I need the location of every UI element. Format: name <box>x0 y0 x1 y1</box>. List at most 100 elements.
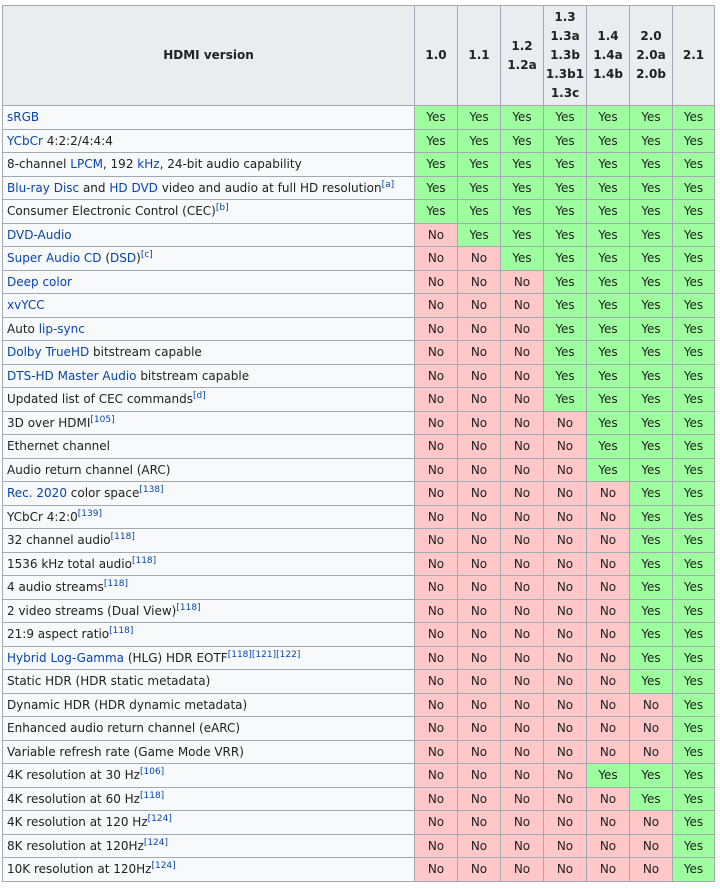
feature-link[interactable]: LPCM <box>70 157 103 172</box>
table-row: 32 channel audio[118] No No No No No Yes Yes <box>2 528 715 553</box>
status-yes-cell: Yes <box>672 340 715 365</box>
status-yes-cell: Yes <box>629 316 673 341</box>
feature-link[interactable]: xvYCC <box>7 298 45 313</box>
status-no-cell: No <box>543 692 587 717</box>
status-yes-cell: Yes <box>543 363 587 388</box>
feature-cell: 4K resolution at 30 Hz[106] <box>2 763 415 788</box>
table-row: sRGB Yes Yes Yes Yes Yes Yes Yes <box>2 105 715 130</box>
status-no-cell: No <box>500 739 544 764</box>
status-no-cell: No <box>500 363 544 388</box>
reference-link[interactable]: [d] <box>193 391 206 402</box>
reference-link[interactable]: [118] <box>131 555 157 566</box>
status-yes-cell: Yes <box>672 199 715 224</box>
table-row: 4K resolution at 30 Hz[106] No No No No Yes Ye… <box>2 763 715 788</box>
status-no-cell: No <box>414 786 458 811</box>
reference-link[interactable]: [122] <box>276 649 301 660</box>
status-no-cell: No <box>500 387 544 412</box>
reference-link[interactable]: [118] <box>110 532 135 543</box>
feature-cell: 2 video streams (Dual View)[118] <box>2 598 415 623</box>
status-no-cell: No <box>414 363 458 388</box>
reference-link[interactable]: [124] <box>147 814 172 825</box>
feature-cell: Enhanced audio return channel (eARC) <box>2 716 415 741</box>
feature-link[interactable]: Deep color <box>7 274 72 289</box>
status-no-cell: No <box>414 716 458 741</box>
status-no-cell: No <box>457 363 501 388</box>
reference-link[interactable]: [105] <box>90 414 115 425</box>
reference-link[interactable]: [b] <box>215 203 229 214</box>
status-yes-cell: Yes <box>672 175 715 200</box>
reference-link[interactable]: [118] <box>109 626 134 637</box>
status-yes-cell: Yes <box>543 269 587 294</box>
table-row: Updated list of CEC commands[d] No No No Yes… <box>2 387 715 412</box>
status-no-cell: No <box>543 434 587 459</box>
reference-link[interactable]: [121] <box>251 649 277 660</box>
feature-cell: sRGB <box>2 105 415 130</box>
status-yes-cell: Yes <box>629 105 673 130</box>
status-no-cell: No <box>457 763 501 788</box>
reference-link[interactable]: [c] <box>140 250 153 261</box>
reference-link[interactable]: [118] <box>103 579 129 590</box>
version-header-1-2: 1.2 1.2a <box>500 5 544 106</box>
feature-link[interactable]: DTS-HD Master Audio <box>7 368 137 383</box>
status-yes-cell: Yes <box>629 504 673 529</box>
feature-link[interactable]: Super Audio CD <box>7 251 102 266</box>
status-yes-cell: Yes <box>672 528 715 553</box>
feature-link[interactable]: DSD <box>110 251 137 266</box>
version-label: 1.1 <box>468 48 490 62</box>
feature-link[interactable]: kHz <box>137 157 160 172</box>
feature-link[interactable]: sRGB <box>7 110 40 125</box>
status-yes-cell: Yes <box>543 152 587 177</box>
status-no-cell: No <box>500 716 544 741</box>
status-yes-cell: Yes <box>629 222 673 247</box>
status-yes-cell: Yes <box>672 105 715 130</box>
version-label: 1.4b <box>593 67 623 81</box>
status-no-cell: No <box>414 434 458 459</box>
status-no-cell: No <box>414 857 458 882</box>
reference-link[interactable]: [139] <box>77 508 102 519</box>
status-yes-cell: Yes <box>457 152 501 177</box>
feature-link[interactable]: HD DVD <box>109 180 158 195</box>
feature-link[interactable]: DVD-Audio <box>7 227 72 242</box>
status-no-cell: No <box>414 575 458 600</box>
status-yes-cell: Yes <box>629 410 673 435</box>
status-no-cell: No <box>414 692 458 717</box>
feature-link[interactable]: lip-sync <box>38 321 85 336</box>
status-no-cell: No <box>457 857 501 882</box>
feature-text: Variable refresh rate (Game Mode VRR) <box>7 744 244 759</box>
feature-cell: Deep color <box>2 269 415 294</box>
feature-link[interactable]: Dolby TrueHD <box>7 345 90 360</box>
feature-link[interactable]: Rec. 2020 <box>7 486 67 501</box>
feature-link[interactable]: YCbCr <box>7 133 43 148</box>
status-yes-cell: Yes <box>672 363 715 388</box>
status-yes-cell: Yes <box>672 410 715 435</box>
status-yes-cell: Yes <box>672 481 715 506</box>
feature-link[interactable]: Blu-ray Disc <box>7 180 80 195</box>
reference-link[interactable]: [124] <box>143 837 169 848</box>
reference-link[interactable]: [118] <box>176 602 201 613</box>
status-no-cell: No <box>414 269 458 294</box>
feature-text: 3D over HDMI <box>7 415 91 430</box>
status-no-cell: No <box>543 528 587 553</box>
status-no-cell: No <box>457 434 501 459</box>
reference-link[interactable]: [118] <box>139 790 165 801</box>
reference-link[interactable]: [118] <box>227 649 252 660</box>
status-no-cell: No <box>543 645 587 670</box>
reference-link[interactable]: [124] <box>151 861 176 872</box>
reference-link[interactable]: [138] <box>139 485 164 496</box>
status-yes-cell: Yes <box>629 457 673 482</box>
version-label: 1.0 <box>425 48 447 62</box>
table-row: DTS-HD Master Audio bitstream capable No N… <box>2 363 715 388</box>
feature-text: , 192 <box>102 157 138 172</box>
status-no-cell: No <box>543 763 587 788</box>
feature-link[interactable]: Hybrid Log-Gamma <box>7 650 125 665</box>
table-row: 8K resolution at 120Hz[124] No No No No No No Y… <box>2 833 715 858</box>
table-row: Deep color No No No Yes Yes Yes Yes <box>2 269 715 294</box>
status-no-cell: No <box>500 575 544 600</box>
status-yes-cell: Yes <box>629 293 673 318</box>
reference-link[interactable]: [a] <box>381 179 395 190</box>
feature-text: 8K resolution at 120Hz <box>7 838 144 853</box>
status-no-cell: No <box>500 810 544 835</box>
status-yes-cell: Yes <box>672 434 715 459</box>
reference-link[interactable]: [106] <box>139 767 165 778</box>
feature-text: Consumer Electronic Control (CEC) <box>7 204 216 219</box>
